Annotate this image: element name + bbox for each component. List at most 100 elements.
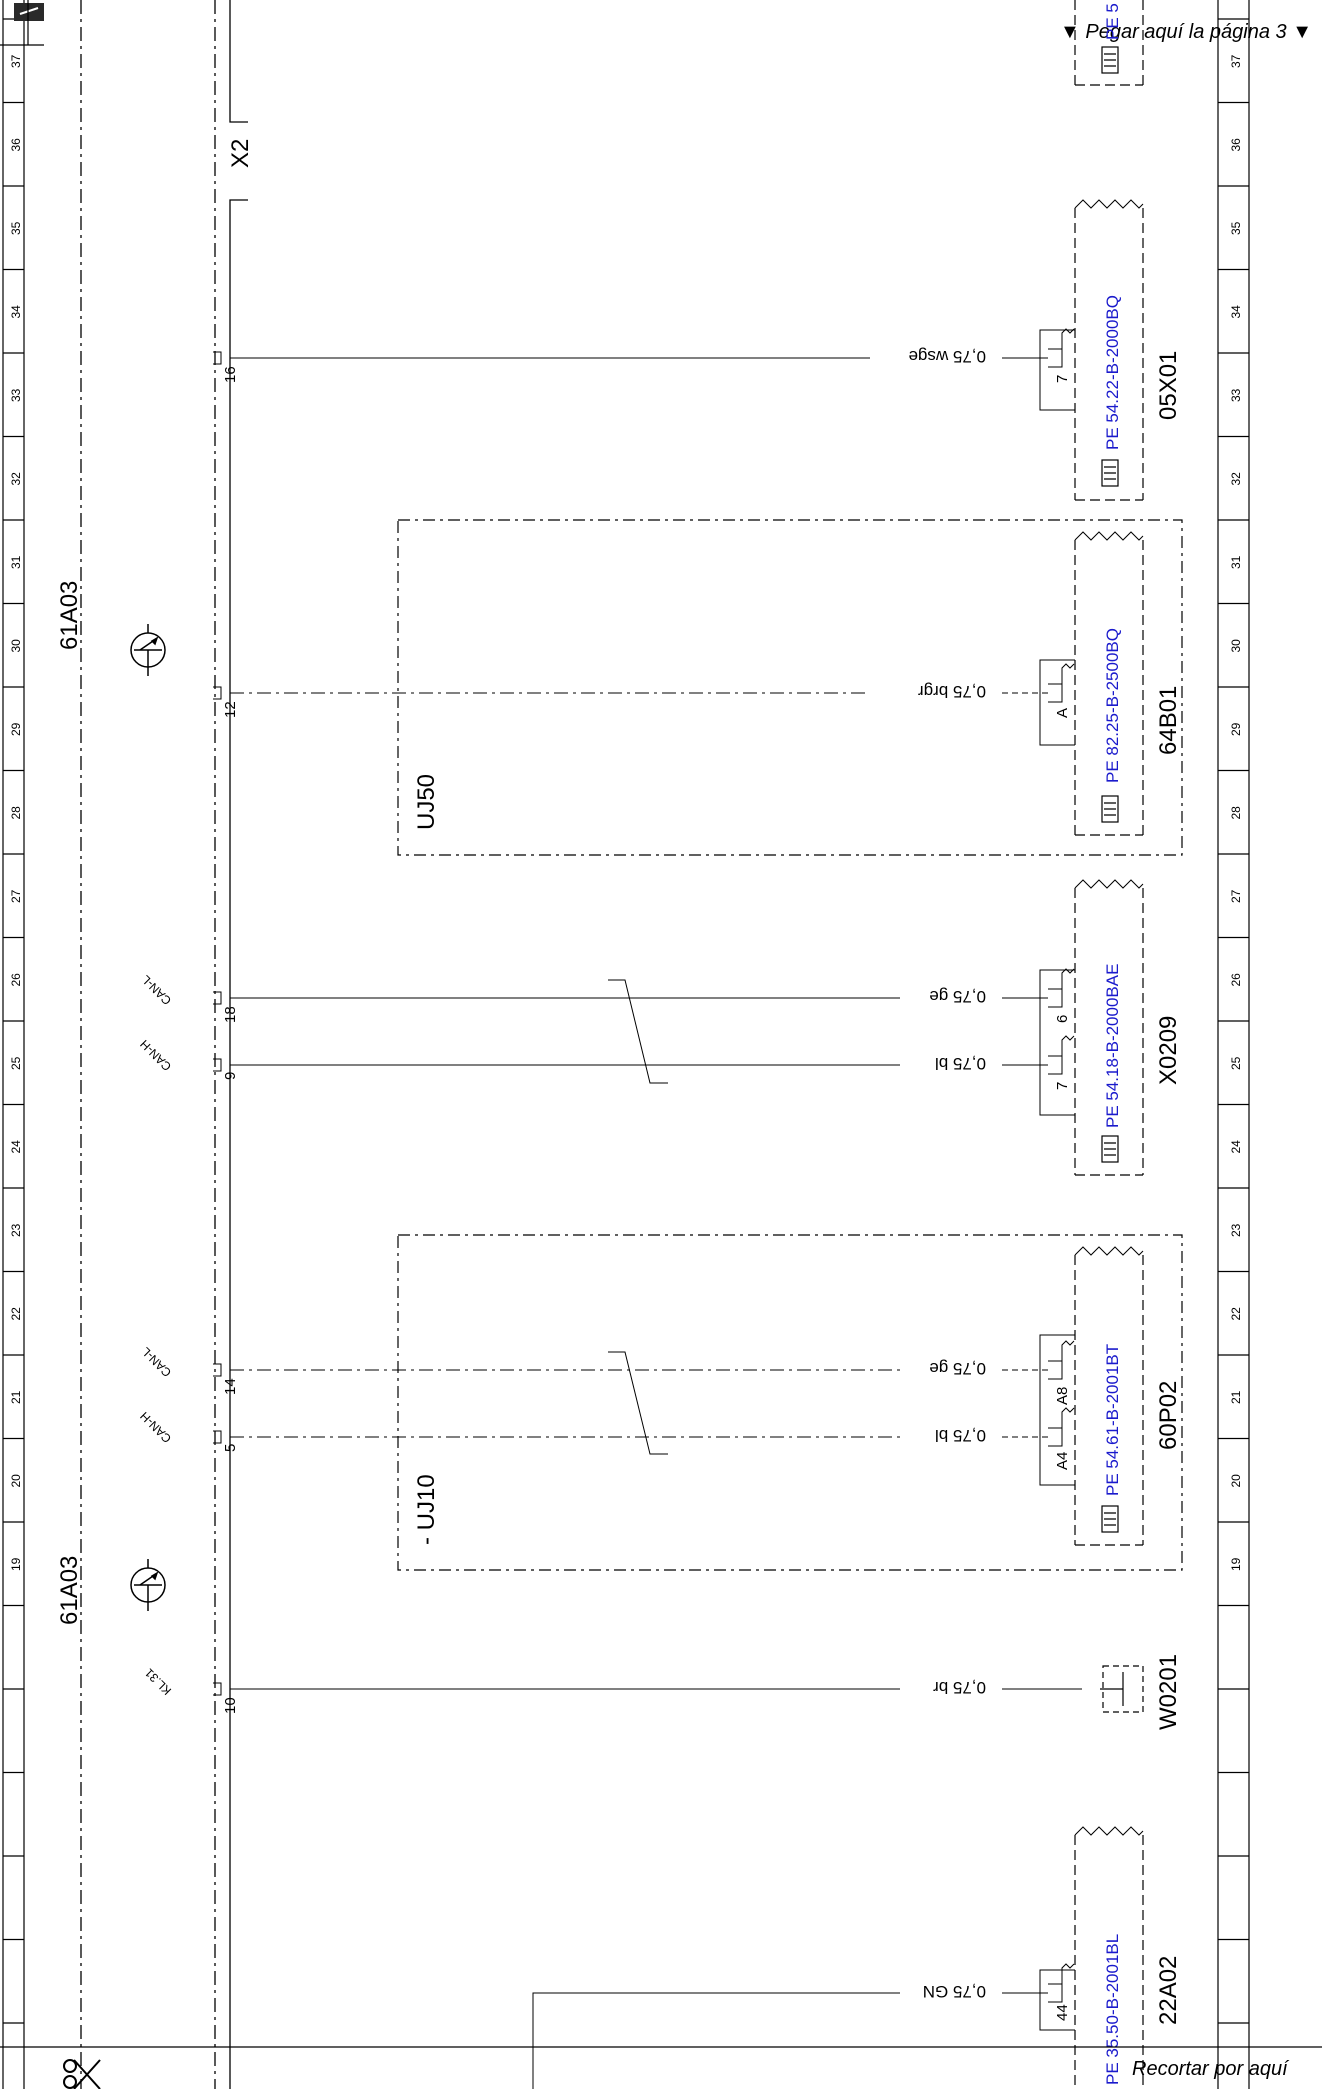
connector-pin-bracket	[1048, 683, 1063, 703]
control-unit-label: 61A03	[56, 1556, 83, 1625]
connector-pin-label: 7	[1054, 1082, 1071, 1090]
connector-group-bracket	[1039, 659, 1075, 746]
grid-number: 32	[9, 472, 23, 486]
module-label: - UJ10	[413, 1474, 440, 1545]
wire-label: 0,75 ge	[929, 987, 986, 1006]
grid-number: 20	[9, 1474, 23, 1488]
grid-number: 26	[9, 973, 23, 987]
pin-terminal	[213, 991, 222, 1005]
connector-brackets	[1039, 328, 1075, 2031]
control-unit-label: 61A03	[56, 581, 83, 650]
pin-label: 18	[222, 1006, 239, 1023]
connector-break-marks	[1074, 199, 1144, 1836]
wire-label: 0,75 bl	[935, 1426, 986, 1445]
wire-label: 0,75 bl	[935, 1054, 986, 1073]
module-box-uj50	[397, 519, 1183, 856]
signal-label: CAN-L	[139, 1344, 175, 1380]
pin-label: 12	[222, 701, 239, 718]
connector-group-bracket	[1039, 969, 1075, 1116]
grid-number: 20	[1229, 1474, 1243, 1488]
grid-number: 19	[9, 1557, 23, 1571]
part-reference-link[interactable]: PE 5	[1103, 3, 1122, 40]
module-label: UJ50	[413, 774, 440, 830]
wire-label: 0,75 GN	[923, 1982, 986, 2001]
grid-number: 29	[1229, 722, 1243, 736]
pin-label: 10	[222, 1697, 239, 1714]
part-reference-link[interactable]: PE 54.22-B-2000BQ	[1103, 295, 1122, 450]
grid-number: 26	[1229, 973, 1243, 987]
part-reference-link[interactable]: PE 54.18-B-2000BAE	[1103, 964, 1122, 1128]
connector-id: 05X01	[1155, 351, 1182, 420]
grid-number: 21	[9, 1390, 23, 1404]
splice-connector-label: X2	[227, 139, 254, 168]
pin-label: 14	[222, 1378, 239, 1395]
wire-label: 0,75 br	[933, 1678, 986, 1697]
wire-label: 0,75 wsge	[909, 347, 987, 366]
part-reference-link[interactable]: PE 35.50-B-2001BL	[1103, 1934, 1122, 2085]
connector-id: W0201	[1155, 1654, 1182, 1730]
grid-number: 31	[9, 555, 23, 569]
hand-pointer-icon	[1101, 459, 1119, 487]
connector-housings	[1074, 0, 1144, 2089]
connector-id: 64B01	[1155, 686, 1182, 755]
connector-spring-mark	[1061, 1340, 1075, 1361]
wire-lines	[230, 357, 1082, 2089]
grid-number: 27	[9, 889, 23, 903]
grid-number: 30	[1229, 639, 1243, 653]
transistor-symbol	[130, 624, 166, 676]
pin-terminal	[213, 1058, 222, 1072]
pin-label: 5	[222, 1444, 239, 1452]
grid-number: 23	[1229, 1223, 1243, 1237]
grid-number: 34	[1229, 305, 1243, 319]
connector-pin-label: A8	[1054, 1387, 1071, 1405]
pin-terminal	[213, 351, 222, 365]
connector-id: 60P02	[1155, 1381, 1182, 1450]
wire-label: 0,75 brgr	[918, 682, 986, 701]
connector-pin-bracket	[1048, 348, 1063, 368]
pin-label: 9	[222, 1072, 239, 1080]
pin-label: 16	[222, 366, 239, 383]
splice-connector-bar	[214, 0, 248, 2089]
pin-terminal	[213, 1363, 222, 1377]
signal-label: KL.31	[142, 1665, 174, 1697]
grid-number: 23	[9, 1223, 23, 1237]
scissors-icon	[63, 2059, 101, 2089]
connector-spring-mark	[1061, 663, 1075, 684]
ground-connector-w0201	[1100, 1665, 1144, 1713]
grid-number: 32	[1229, 472, 1243, 486]
connector-id: 22A02	[1155, 1956, 1182, 2025]
connector-pin-bracket	[1048, 1427, 1063, 1447]
connector-spring-mark	[1061, 968, 1075, 989]
signal-label: CAN-H	[137, 1409, 174, 1446]
pin-terminal	[213, 686, 222, 700]
grid-number: 33	[1229, 388, 1243, 402]
connector-pin-label: A	[1054, 708, 1071, 718]
paste-note: ▼ Pegar aquí la página 3 ▼	[1060, 21, 1312, 43]
connector-pin-label: A4	[1054, 1452, 1071, 1470]
hand-pointer-icon	[1101, 795, 1119, 823]
hand-pointer-icon	[1101, 1505, 1119, 1533]
top-left-icon	[0, 0, 44, 46]
signal-label: CAN-L	[139, 972, 175, 1008]
connector-spring-mark	[1061, 1035, 1075, 1056]
grid-number: 22	[1229, 1307, 1243, 1321]
hand-pointer-icon	[1101, 46, 1119, 74]
connector-spring-mark	[1061, 328, 1075, 349]
module-box-uj10	[397, 1234, 1183, 1571]
connector-pin-label: 6	[1054, 1015, 1071, 1023]
grid-number: 35	[1229, 221, 1243, 235]
grid-number: 37	[9, 54, 23, 68]
part-reference-link[interactable]: PE 54.61-B-2001BT	[1103, 1344, 1122, 1496]
connector-pin-label: 7	[1054, 375, 1071, 383]
grid-number: 36	[1229, 138, 1243, 152]
grid-number: 27	[1229, 889, 1243, 903]
connector-group-bracket	[1039, 1969, 1075, 2031]
hand-pointer-icon	[1101, 1135, 1119, 1163]
grid-number: 25	[9, 1056, 23, 1070]
transistor-symbol	[130, 1559, 166, 1611]
part-reference-link[interactable]: PE 82.25-B-2500BQ	[1103, 628, 1122, 783]
grid-number: 29	[9, 722, 23, 736]
connector-spring-mark	[1061, 1407, 1075, 1428]
grid-number: 22	[9, 1307, 23, 1321]
